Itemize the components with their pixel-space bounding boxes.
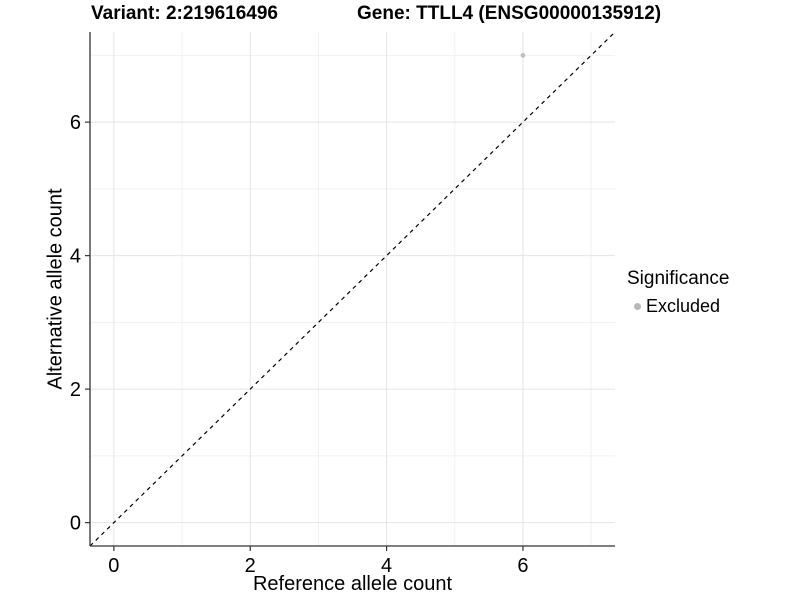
- legend-title: Significance: [627, 268, 730, 289]
- x-tick-label: 2: [245, 555, 256, 577]
- legend: Significance Excluded: [627, 268, 729, 317]
- y-tick-label: 6: [70, 112, 81, 134]
- y-axis-title: Alternative allele count: [44, 188, 67, 390]
- legend-entry-excluded: Excluded: [627, 296, 729, 317]
- plot-title-variant: Variant: 2:219616496: [91, 3, 278, 24]
- legend-entry-label: Excluded: [646, 296, 721, 316]
- x-tick-label: 0: [108, 555, 119, 577]
- y-tick-label: 4: [70, 246, 81, 268]
- x-tick-label: 6: [517, 555, 528, 577]
- x-tick-label: 4: [381, 555, 392, 577]
- identity-dashed-line: [89, 31, 616, 547]
- y-tick-label: 2: [70, 379, 81, 401]
- y-tick-label: 0: [70, 513, 81, 535]
- plot-title-gene: Gene: TTLL4 (ENSG00000135912): [357, 3, 662, 24]
- data-point: [520, 52, 526, 58]
- legend-point-icon: [634, 303, 641, 310]
- x-axis-title: Reference allele count: [252, 573, 452, 595]
